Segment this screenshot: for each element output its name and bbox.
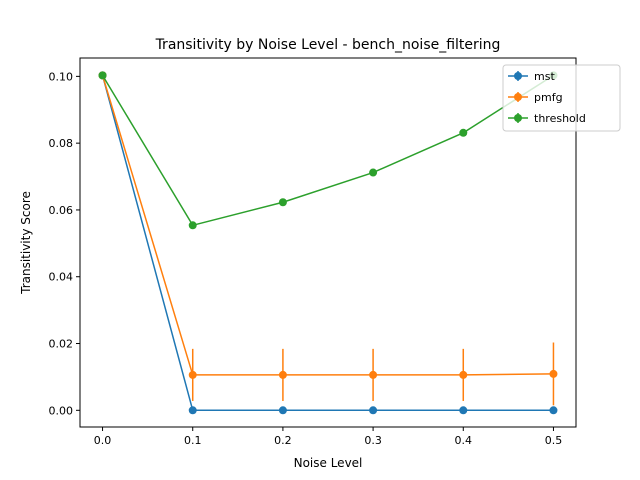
series-line-threshold [101,74,554,227]
x-tick-label-3: 0.3 [364,434,382,447]
data-point-pmfg-4 [459,370,468,379]
legend-label-mst: mst [534,70,555,83]
data-point-threshold-0 [98,71,107,80]
y-tick-label-5: 0.10 [49,70,74,83]
legend-marker-threshold [514,114,522,122]
x-tick-label-0: 0.0 [94,434,112,447]
legend: mst pmfg threshold [502,64,621,132]
data-point-pmfg-5 [549,369,558,378]
legend-marker-pmfg [514,93,522,101]
data-point-threshold-1 [188,221,197,230]
y-tick-label-0: 0.00 [49,404,74,417]
series-line-mst [101,75,554,412]
y-axis-label: Transitivity Score [19,191,33,295]
x-tick-label-2: 0.2 [274,434,292,447]
x-axis-label: Noise Level [294,456,363,470]
y-tick-label-2: 0.04 [49,271,74,284]
legend-label-pmfg: pmfg [534,91,563,104]
data-point-mst-1 [188,406,197,415]
y-tick-label-1: 0.02 [49,338,74,351]
chart-title: Transitivity by Noise Level - bench_nois… [155,37,501,53]
series-mst [98,71,558,415]
data-point-mst-4 [459,406,468,415]
x-tick-label-4: 0.4 [455,434,473,447]
data-point-pmfg-3 [369,370,378,379]
data-point-pmfg-1 [188,370,197,379]
y-tick-label-3: 0.06 [49,204,74,217]
axes-frame [79,57,577,428]
x-tick-label-1: 0.1 [184,434,202,447]
legend-box [502,64,621,132]
x-axis-ticks: 0.0 0.1 0.2 0.3 0.4 0.5 [94,427,562,447]
data-point-mst-2 [278,406,287,415]
data-point-threshold-4 [459,128,468,137]
series-pmfg [98,71,558,406]
legend-label-threshold: threshold [534,112,586,125]
x-tick-label-5: 0.5 [545,434,563,447]
data-point-mst-3 [369,406,378,415]
data-point-pmfg-2 [278,370,287,379]
data-point-mst-5 [549,406,558,415]
series-layer [98,71,558,415]
series-line-pmfg [101,75,554,376]
data-point-threshold-3 [369,168,378,177]
legend-entry-mst: mst [508,70,555,83]
y-tick-label-4: 0.08 [49,137,74,150]
legend-marker-mst [514,72,522,80]
data-point-threshold-2 [278,198,287,207]
series-threshold [98,71,558,230]
y-axis-ticks: 0.00 0.02 0.04 0.06 0.08 0.10 [49,70,80,417]
legend-entry-pmfg: pmfg [508,91,563,104]
legend-entry-threshold: threshold [508,112,586,125]
